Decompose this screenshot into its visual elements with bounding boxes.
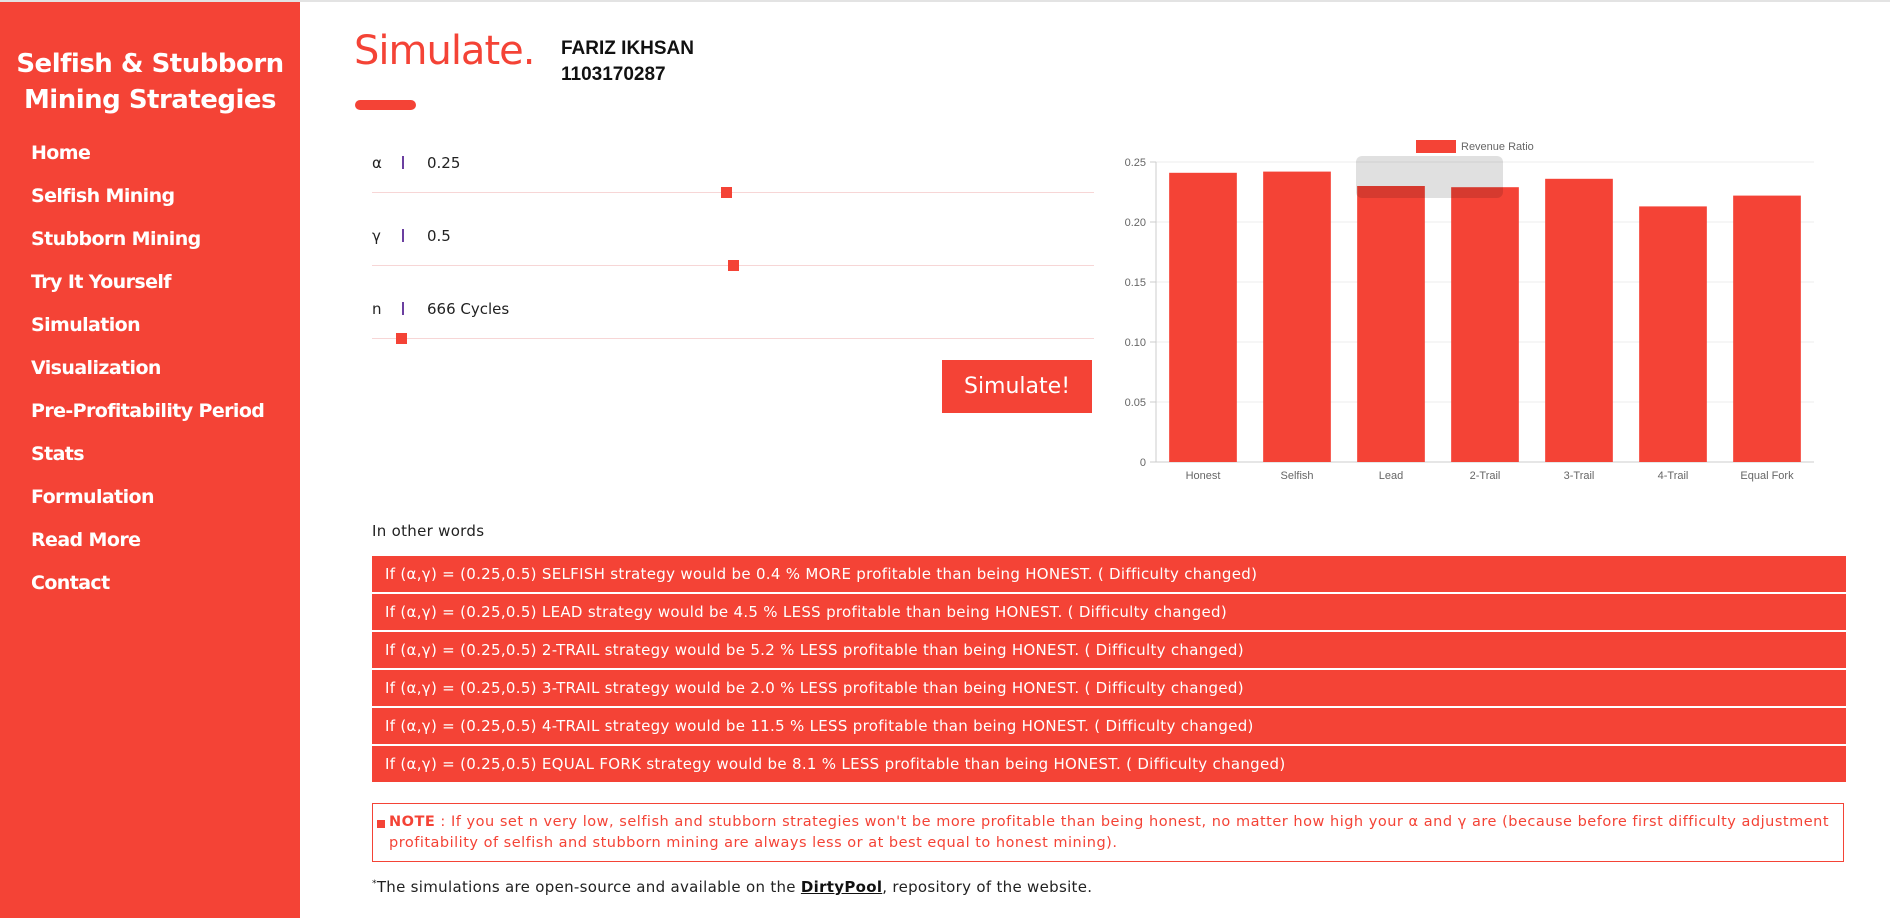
chart-x-tick-label: 3-Trail — [1564, 470, 1595, 482]
note-text: NOTE : If you set n very low, selfish an… — [389, 812, 1829, 854]
note-label: NOTE — [389, 814, 436, 830]
top-border — [0, 0, 1890, 2]
sidebar-nav: Home Selfish Mining Stubborn Mining Try … — [31, 139, 265, 612]
result-row-selfish: If (α,γ) = (0.25,0.5) SELFISH strategy w… — [372, 556, 1846, 592]
nav-item-stubborn-mining[interactable]: Stubborn Mining — [31, 228, 201, 250]
chart-y-tick-label: 0 — [1140, 457, 1146, 469]
nav-item-contact[interactable]: Contact — [31, 572, 110, 594]
result-row-lead: If (α,γ) = (0.25,0.5) LEAD strategy woul… — [372, 594, 1846, 630]
alpha-symbol: α — [372, 154, 382, 172]
nav-item-try-it-yourself[interactable]: Try It Yourself — [31, 271, 172, 293]
page-title: Simulate. — [354, 28, 535, 74]
author-id: 1103170287 — [561, 64, 666, 85]
n-slider-track[interactable] — [372, 338, 1094, 339]
sidebar: Selfish & Stubborn Mining Strategies Hom… — [0, 2, 300, 918]
footer-text-before: The simulations are open-source and avai… — [376, 878, 801, 896]
chart-bar — [1545, 178, 1613, 463]
chart-x-tick-label: Lead — [1379, 470, 1403, 482]
chart-bar — [1169, 172, 1237, 463]
footer-text: *The simulations are open-source and ava… — [372, 878, 1092, 896]
chart-bar — [1733, 195, 1801, 462]
title-underline — [355, 100, 416, 110]
author-info: FARIZ IKHSAN 1103170287 — [561, 36, 694, 88]
n-separator — [402, 302, 404, 315]
chart-y-tick-label: 0.15 — [1125, 277, 1146, 289]
alpha-slider-thumb[interactable] — [721, 187, 732, 198]
results-list: If (α,γ) = (0.25,0.5) SELFISH strategy w… — [372, 556, 1846, 784]
author-name: FARIZ IKHSAN — [561, 38, 694, 59]
footnote-mark: * — [372, 879, 377, 889]
gamma-value: 0.5 — [427, 227, 451, 245]
note-bullet-icon — [377, 820, 385, 828]
chart-x-tick-label: 4-Trail — [1658, 470, 1689, 482]
chart-bar — [1639, 206, 1707, 462]
brand-line-1: Selfish & Stubborn — [16, 49, 284, 79]
chart-bar — [1451, 187, 1519, 462]
result-row-3-trail: If (α,γ) = (0.25,0.5) 3-TRAIL strategy w… — [372, 670, 1846, 706]
chart-x-tick-label: Honest — [1186, 470, 1221, 482]
nav-item-read-more[interactable]: Read More — [31, 529, 141, 551]
chart-tooltip-shadow — [1356, 156, 1503, 198]
nav-item-formulation[interactable]: Formulation — [31, 486, 154, 508]
gamma-control: γ 0.5 — [372, 219, 1094, 293]
chart-legend-swatch — [1416, 140, 1456, 153]
chart-y-tick-label: 0.05 — [1125, 397, 1146, 409]
chart-x-tick-label: Equal Fork — [1740, 470, 1794, 482]
result-row-2-trail: If (α,γ) = (0.25,0.5) 2-TRAIL strategy w… — [372, 632, 1846, 668]
result-row-equal-fork: If (α,γ) = (0.25,0.5) EQUAL FORK strateg… — [372, 746, 1846, 782]
note-box: NOTE : If you set n very low, selfish an… — [372, 803, 1844, 862]
summary-heading: In other words — [372, 522, 485, 540]
alpha-control: α 0.25 — [372, 146, 1094, 220]
chart-y-tick-label: 0.20 — [1125, 217, 1146, 229]
chart-x-tick-label: 2-Trail — [1470, 470, 1501, 482]
simulate-button[interactable]: Simulate! — [942, 360, 1092, 413]
nav-item-simulation[interactable]: Simulation — [31, 314, 141, 336]
nav-item-stats[interactable]: Stats — [31, 443, 85, 465]
nav-item-home[interactable]: Home — [31, 142, 91, 164]
alpha-value: 0.25 — [427, 154, 461, 172]
dirtypool-link[interactable]: DirtyPool — [800, 878, 883, 896]
n-control: n 666 Cycles — [372, 292, 1094, 366]
n-slider-thumb[interactable] — [396, 333, 407, 344]
chart-bar — [1357, 186, 1425, 462]
chart-x-tick-label: Selfish — [1280, 470, 1313, 482]
chart-y-tick-label: 0.25 — [1125, 157, 1146, 169]
gamma-slider-thumb[interactable] — [728, 260, 739, 271]
footer-text-after: , repository of the website. — [882, 878, 1093, 896]
result-row-4-trail: If (α,γ) = (0.25,0.5) 4-TRAIL strategy w… — [372, 708, 1846, 744]
n-value: 666 Cycles — [427, 300, 510, 318]
alpha-separator — [402, 156, 404, 169]
chart-bar — [1263, 171, 1331, 462]
nav-item-pre-profitability-period[interactable]: Pre-Profitability Period — [31, 400, 265, 422]
gamma-symbol: γ — [372, 227, 381, 245]
n-symbol: n — [372, 300, 382, 318]
revenue-ratio-chart: 0 0.05 0.10 0.15 0.20 0.25 Honest Selfish Lead 2-… — [1125, 140, 1814, 482]
nav-item-selfish-mining[interactable]: Selfish Mining — [31, 185, 175, 207]
note-body: : If you set n very low, selfish and stu… — [389, 814, 1829, 851]
chart-y-tick-label: 0.10 — [1125, 337, 1146, 349]
chart-legend-label: Revenue Ratio — [1461, 141, 1534, 153]
gamma-separator — [402, 229, 404, 242]
alpha-slider-track[interactable] — [372, 192, 1094, 193]
brand-line-2: Mining Strategies — [23, 85, 277, 115]
nav-item-visualization[interactable]: Visualization — [31, 357, 161, 379]
site-brand[interactable]: Selfish & Stubborn Mining Strategies — [0, 46, 300, 118]
